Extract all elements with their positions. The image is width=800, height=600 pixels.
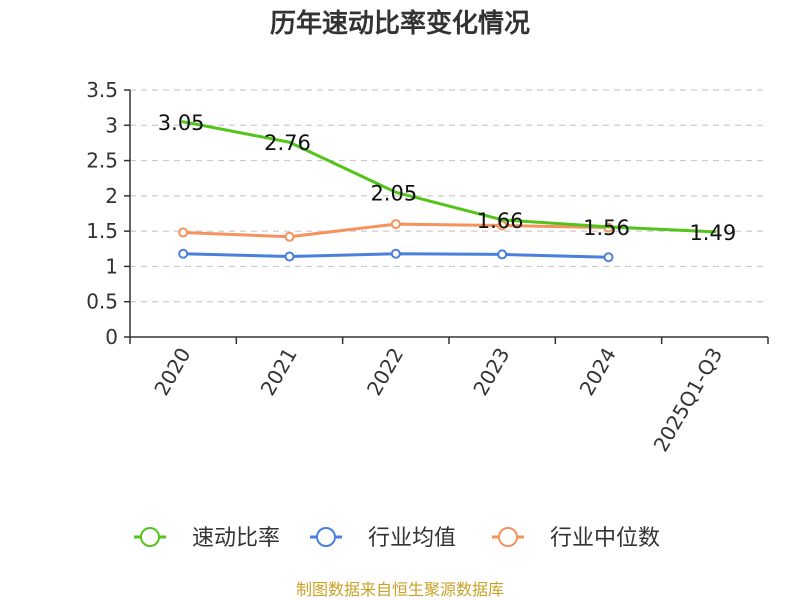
legend-label: 速动比率 [192, 526, 280, 551]
y-tick-label: 0 [105, 325, 118, 349]
legend-label: 行业均值 [368, 526, 456, 551]
data-label: 2.76 [264, 131, 311, 155]
legend-marker [498, 527, 518, 547]
x-tick-label: 2025Q1-Q3 [648, 344, 727, 456]
grid-lines [130, 89, 768, 303]
data-label: 1.49 [689, 221, 736, 245]
series-point[interactable] [497, 220, 508, 231]
data-label: 1.66 [477, 209, 524, 233]
legend-marker [316, 527, 336, 547]
series-point[interactable] [284, 251, 295, 262]
series-point[interactable] [284, 231, 295, 242]
legend-item-2[interactable]: 行业中位数 [492, 526, 660, 551]
legend-label: 行业中位数 [550, 526, 660, 551]
legend[interactable]: 速动比率 行业均值 行业中位数 [134, 526, 660, 551]
y-tick-label: 2.5 [86, 149, 118, 173]
data-labels: 3.05 2.76 2.05 1.66 1.56 1.49 [158, 111, 736, 245]
data-label: 1.56 [583, 216, 630, 240]
series-point[interactable] [178, 248, 189, 259]
legend-marker [140, 527, 160, 547]
x-tick-label: 2023 [468, 343, 514, 399]
series-point[interactable] [603, 252, 614, 263]
chart-title: 历年速动比率变化情况 [270, 8, 530, 39]
series-point[interactable] [390, 248, 401, 259]
series-line-0 [181, 120, 717, 234]
legend-item-0[interactable]: 速动比率 [134, 526, 280, 551]
y-tick-label: 0.5 [86, 290, 118, 314]
series-point[interactable] [390, 219, 401, 230]
x-tick-label: 2024 [575, 344, 621, 400]
y-tick-label: 3.5 [86, 78, 118, 102]
legend-item-1[interactable]: 行业均值 [310, 526, 456, 551]
y-tick-label: 1 [105, 254, 118, 278]
series-lines [178, 120, 717, 263]
y-tick-label: 2 [105, 184, 118, 208]
y-tick-label: 1.5 [86, 219, 118, 243]
source-note: 制图数据来自恒生聚源数据库 [296, 580, 504, 599]
y-tick-label: 3 [105, 113, 118, 137]
x-tick-label: 2022 [362, 344, 408, 400]
x-tick-label: 2020 [149, 344, 195, 400]
data-label: 3.05 [158, 111, 205, 135]
x-tick-label: 2021 [256, 344, 302, 400]
data-label: 2.05 [370, 181, 417, 205]
series-point[interactable] [497, 249, 508, 260]
series-point[interactable] [178, 227, 189, 238]
